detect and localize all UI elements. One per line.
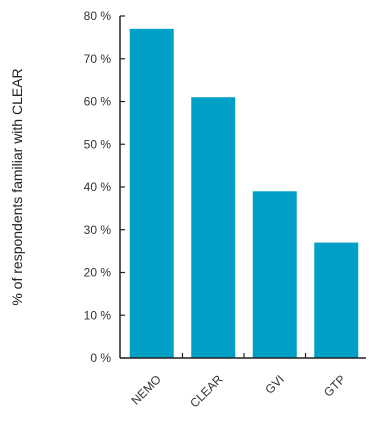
x-category-label: GTP: [321, 372, 348, 399]
y-tick-label: 20 %: [84, 266, 112, 280]
x-axis-ticks: [181, 353, 307, 358]
bar-gvi: [252, 191, 297, 358]
bar-gtp: [314, 242, 359, 358]
y-axis-ticks: 0 % 10 % 20 % 30 % 40 % 50 % 60 % 70 % 80 %: [84, 9, 125, 365]
x-category-label: GVI: [262, 372, 287, 397]
y-tick-label: 70 %: [84, 52, 112, 66]
y-tick-label: 10 %: [84, 308, 112, 322]
y-tick-label: 50 %: [84, 137, 112, 151]
y-tick-label: 80 %: [84, 9, 112, 23]
y-tick-label: 60 %: [84, 95, 112, 109]
bars: [129, 28, 359, 358]
bar-nemo: [129, 28, 174, 358]
y-tick-label: 0 %: [90, 351, 111, 365]
y-axis-title: % of respondents familiar with CLEAR: [9, 68, 25, 305]
y-tick-label: 40 %: [84, 180, 112, 194]
bar-clear: [191, 97, 236, 358]
x-category-label: NEMO: [129, 372, 164, 407]
y-tick-label: 30 %: [84, 223, 112, 237]
x-axis-labels: NEMO CLEAR GVI GTP: [129, 372, 349, 410]
x-category-label: CLEAR: [187, 372, 225, 410]
